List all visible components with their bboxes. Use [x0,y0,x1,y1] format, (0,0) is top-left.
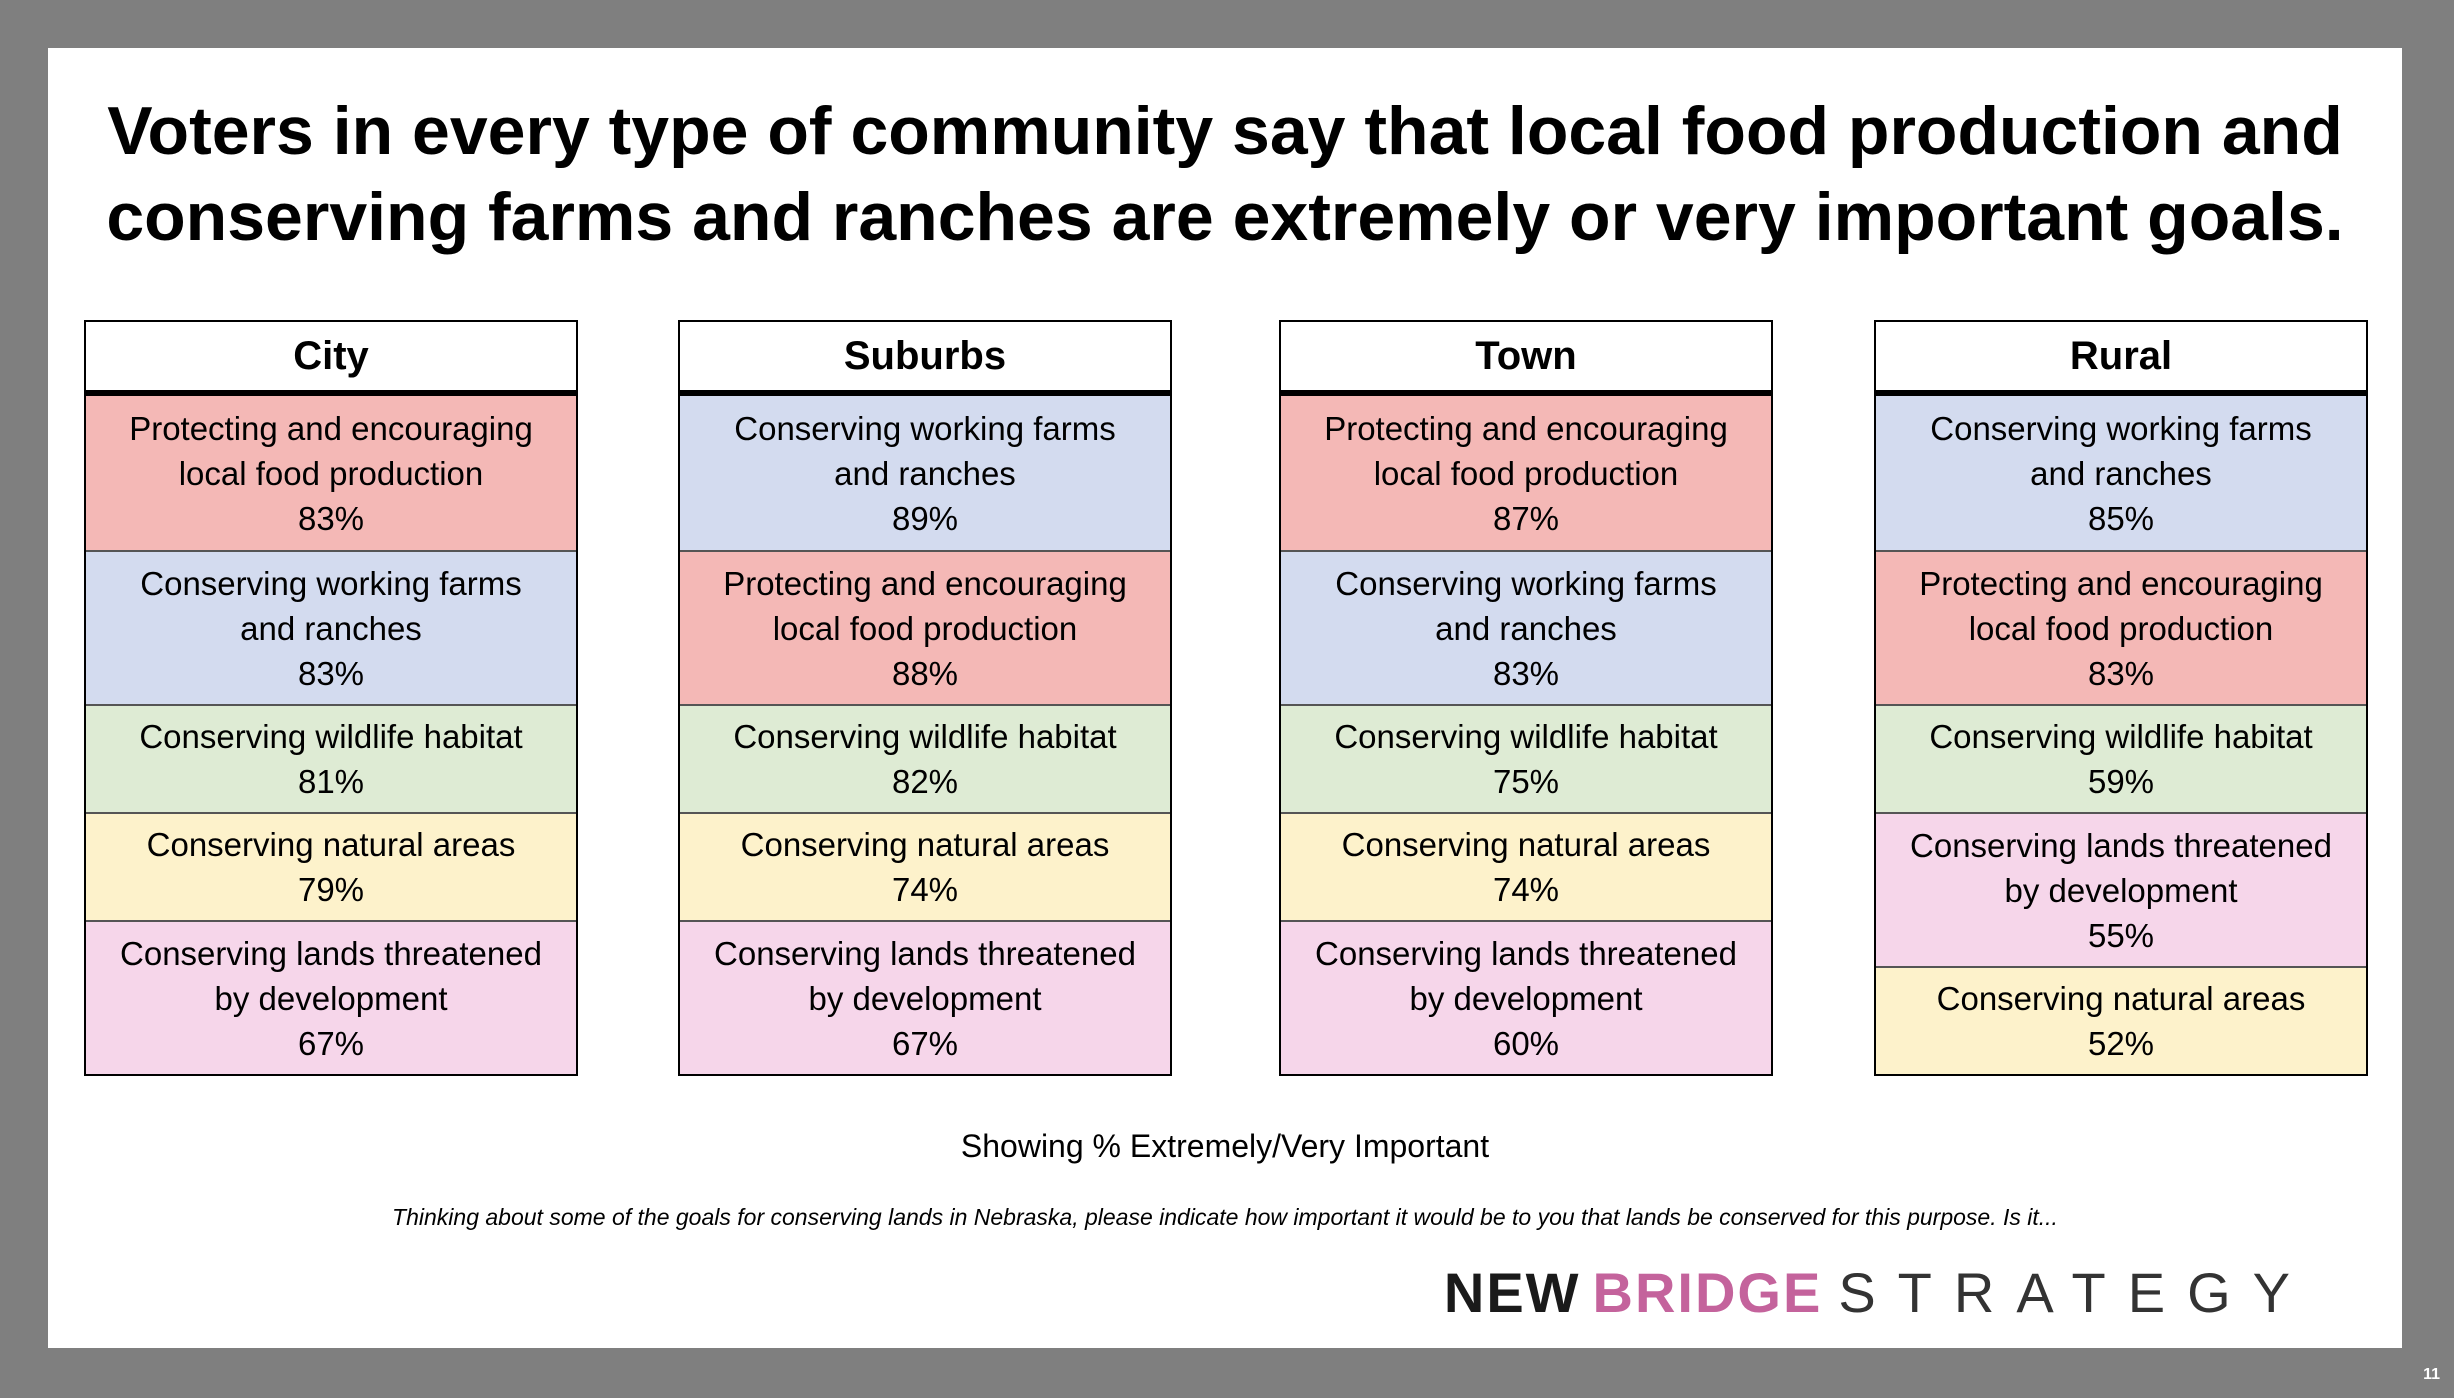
title-line-2: conserving farms and ranches are extreme… [106,179,2344,255]
table-row: Conserving wildlife habitat 82% [680,704,1170,812]
row-label: by development [808,979,1042,1017]
row-label: by development [2004,871,2238,909]
table-header: Town [1281,322,1771,396]
row-value: 85% [2087,499,2155,537]
company-logo: NEW BRIDGE STRATEGY [1444,1260,2312,1325]
logo-word-new: NEW [1443,1261,1581,1324]
table-row: Conserving working farms and ranches 89% [680,396,1170,550]
row-label: Conserving working farms [1930,409,2312,447]
row-label: Protecting and encouraging [723,564,1127,602]
row-value: 83% [2087,654,2155,692]
row-label: local food production [1373,454,1679,492]
table-row: Conserving lands threatened by developmen… [1281,920,1771,1074]
table-header: City [86,322,576,396]
survey-question: Thinking about some of the goals for con… [392,1204,2058,1230]
row-value: 60% [1492,1024,1560,1062]
row-label: Conserving natural areas [740,826,1110,863]
row-value: 67% [891,1024,959,1062]
row-label: Conserving wildlife habitat [733,718,1117,755]
table-city: City Protecting and encouraging local food… [84,320,578,1076]
row-label: by development [214,979,448,1017]
row-value: 89% [891,499,959,537]
row-label: Protecting and encouraging [1324,409,1728,447]
row-value: 74% [1492,871,1560,908]
chart-note: Showing % Extremely/Very Important [960,1128,1490,1164]
table-row: Conserving natural areas 74% [1281,812,1771,920]
row-label: Conserving lands threatened [1910,826,2332,864]
row-label: local food production [772,609,1078,647]
title-line-1: Voters in every type of community say th… [107,93,2343,169]
row-label: Conserving working farms [734,409,1116,447]
row-label: Conserving lands threatened [120,934,542,972]
row-label: local food production [1968,609,2274,647]
row-label: Conserving lands threatened [714,934,1136,972]
table-row: Protecting and encouraging local food pro… [1281,396,1771,550]
table-suburbs: Suburbs Conserving working farms and ranch… [678,320,1172,1076]
row-label: local food production [178,454,484,492]
table-rural: Rural Conserving working farms and ranches… [1874,320,2368,1076]
table-row: Conserving wildlife habitat 81% [86,704,576,812]
row-label: and ranches [2030,454,2212,492]
table-row: Conserving natural areas 52% [1876,966,2366,1074]
row-value: 52% [2087,1025,2155,1062]
row-label: by development [1409,979,1643,1017]
row-label: Protecting and encouraging [129,409,533,447]
row-value: 74% [891,871,959,908]
row-label: Conserving wildlife habitat [1929,718,2313,755]
table-row: Protecting and encouraging local food pro… [1876,550,2366,704]
row-label: Conserving natural areas [146,826,516,863]
table-row: Conserving lands threatened by developmen… [680,920,1170,1074]
row-label: Conserving natural areas [1936,980,2306,1017]
row-value: 88% [891,654,959,692]
slide-title: Voters in every type of community say th… [48,88,2402,260]
table-row: Conserving lands threatened by developmen… [86,920,576,1074]
page-number: 11 [2423,1366,2440,1383]
row-value: 75% [1492,763,1560,800]
row-value: 55% [2087,916,2155,954]
row-value: 79% [297,871,365,908]
table-row: Conserving wildlife habitat 59% [1876,704,2366,812]
row-label: Conserving wildlife habitat [1334,718,1718,755]
table-row: Conserving wildlife habitat 75% [1281,704,1771,812]
row-value: 67% [297,1024,365,1062]
table-row: Conserving working farms and ranches 83% [86,550,576,704]
table-header: Suburbs [680,322,1170,396]
table-row: Conserving natural areas 79% [86,812,576,920]
slide: Voters in every type of community say th… [48,48,2402,1348]
row-value: 59% [2087,763,2155,800]
row-value: 83% [297,499,365,537]
row-value: 83% [1492,654,1560,692]
row-label: Protecting and encouraging [1919,564,2323,602]
logo-word-bridge: BRIDGE [1592,1261,1823,1324]
row-label: and ranches [834,454,1016,492]
table-row: Conserving natural areas 74% [680,812,1170,920]
row-value: 81% [297,763,365,800]
table-row: Conserving working farms and ranches 83% [1281,550,1771,704]
row-label: Conserving natural areas [1341,826,1711,863]
row-label: and ranches [240,609,422,647]
row-label: Conserving wildlife habitat [139,718,523,755]
row-value: 87% [1492,499,1560,537]
table-town: Town Protecting and encouraging local food… [1279,320,1773,1076]
table-row: Protecting and encouraging local food pro… [86,396,576,550]
row-value: 82% [891,763,959,800]
table-header: Rural [1876,322,2366,396]
row-label: Conserving working farms [140,564,522,602]
row-label: Conserving lands threatened [1315,934,1737,972]
row-value: 83% [297,654,365,692]
table-row: Conserving working farms and ranches 85% [1876,396,2366,550]
row-label: and ranches [1435,609,1617,647]
table-row: Conserving lands threatened by developmen… [1876,812,2366,966]
table-row: Protecting and encouraging local food pro… [680,550,1170,704]
logo-word-strategy: STRATEGY [1838,1261,2312,1324]
row-label: Conserving working farms [1335,564,1717,602]
